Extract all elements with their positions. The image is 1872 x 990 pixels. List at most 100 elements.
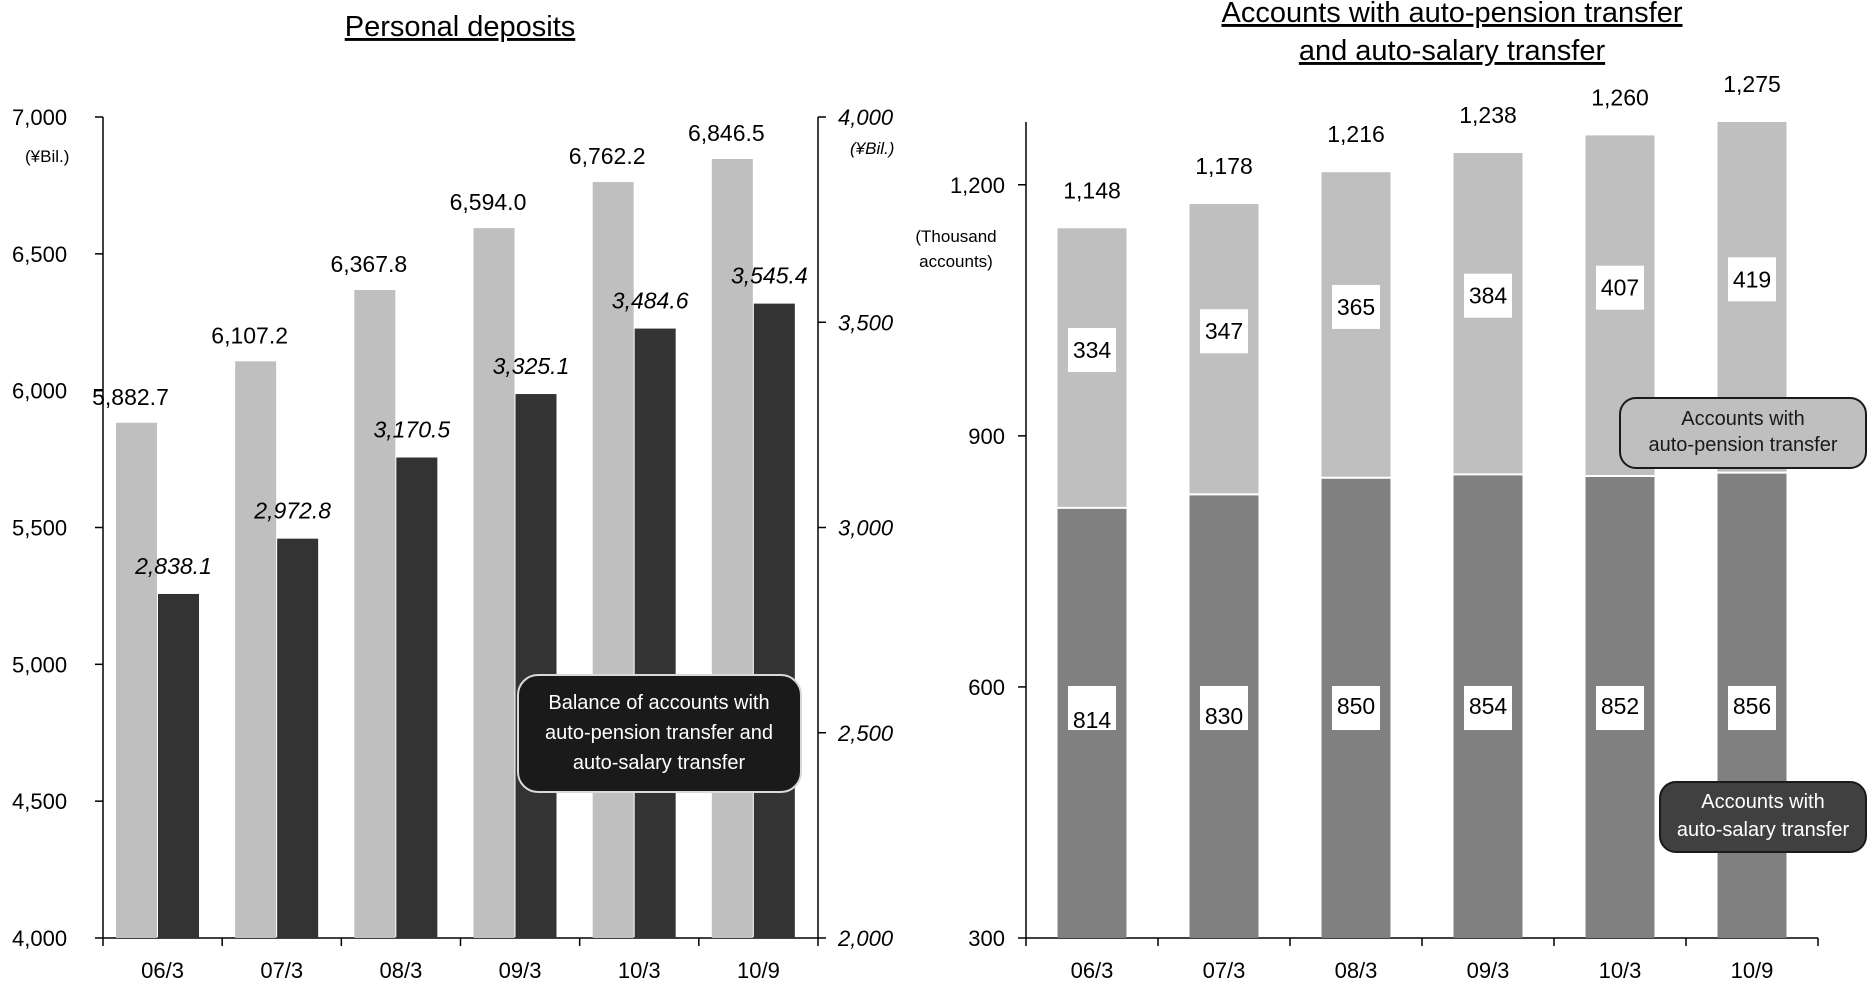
total-accounts-value-label: 1,275	[1723, 71, 1781, 97]
right-chart-y-tick-label: 1,200	[950, 173, 1005, 198]
salary-callout-text: Accounts with	[1701, 791, 1824, 813]
salary-callout-text: auto-salary transfer	[1677, 819, 1850, 841]
right-chart-x-tick-label: 07/3	[1203, 958, 1246, 983]
right-y-tick-label: 3,000	[838, 516, 894, 541]
pension-accounts-value-label: 365	[1337, 294, 1375, 320]
auto-transfer-balance-bar	[515, 394, 557, 938]
left-y-unit-label: (¥Bil.)	[25, 147, 69, 166]
auto-transfer-balance-value-label: 3,545.4	[731, 263, 808, 289]
right-chart-title: and auto-salary transfer	[1299, 35, 1606, 67]
personal-deposits-bar	[354, 290, 396, 938]
pension-label-box	[1068, 328, 1116, 373]
personal-deposits-bar	[592, 182, 634, 938]
right-chart-x-tick-label: 08/3	[1335, 958, 1378, 983]
personal-deposits-value-label: 6,846.5	[688, 120, 765, 146]
left-chart-title: Personal deposits	[345, 11, 576, 43]
personal-deposits-value-label: 5,882.7	[92, 384, 169, 410]
auto-transfer-balance-value-label: 2,838.1	[134, 553, 212, 579]
personal-deposits-value-label: 6,367.8	[330, 251, 407, 277]
salary-label-box	[1464, 686, 1512, 730]
salary-accounts-value-label: 814	[1073, 707, 1112, 733]
pension-callout-text: Accounts with	[1681, 408, 1804, 430]
left-y-tick-label: 6,000	[12, 379, 67, 404]
left-y-tick-label: 7,000	[12, 105, 67, 130]
salary-accounts-value-label: 830	[1205, 703, 1243, 729]
personal-deposits-bar	[235, 361, 277, 938]
total-accounts-value-label: 1,216	[1327, 121, 1385, 147]
personal-deposits-bar	[473, 228, 515, 939]
balance-callout-text: auto-salary transfer	[573, 752, 746, 774]
right-chart-y-tick-label: 300	[968, 926, 1005, 951]
total-accounts-value-label: 1,148	[1063, 177, 1121, 203]
right-chart-title: Accounts with auto-pension transfer	[1221, 0, 1682, 29]
left-x-tick-label: 06/3	[141, 958, 184, 983]
pension-accounts-value-label: 384	[1469, 283, 1508, 309]
right-chart-x-tick-label: 06/3	[1071, 958, 1114, 983]
salary-label-box	[1332, 686, 1380, 730]
pension-label-box	[1464, 273, 1512, 318]
left-x-tick-label: 10/3	[618, 958, 661, 983]
right-chart-y-unit-label: accounts)	[919, 252, 993, 271]
right-chart-x-tick-label: 10/3	[1599, 958, 1642, 983]
left-y-tick-label: 6,500	[12, 242, 67, 267]
left-x-tick-label: 09/3	[499, 958, 542, 983]
right-chart-x-tick-label: 09/3	[1467, 958, 1510, 983]
balance-callout-text: Balance of accounts with	[548, 692, 769, 714]
salary-accounts-value-label: 850	[1337, 693, 1375, 719]
auto-transfer-balance-value-label: 3,484.6	[612, 288, 689, 314]
auto-transfer-balance-bar	[634, 328, 676, 939]
left-y-tick-label: 5,500	[12, 516, 67, 541]
right-chart-y-tick-label: 600	[968, 675, 1005, 700]
pension-callout-text: auto-pension transfer	[1648, 434, 1837, 456]
pension-accounts-value-label: 334	[1073, 337, 1112, 363]
right-y-unit-label: (¥Bil.)	[850, 139, 894, 158]
pension-label-box	[1728, 257, 1776, 302]
auto-transfer-balance-bar	[396, 457, 438, 938]
salary-accounts-value-label: 856	[1733, 693, 1771, 719]
personal-deposits-value-label: 6,762.2	[569, 143, 646, 169]
pension-accounts-value-label: 407	[1601, 275, 1639, 301]
salary-callout-box	[1659, 781, 1867, 853]
personal-deposits-value-label: 6,107.2	[211, 322, 288, 348]
salary-label-box	[1596, 686, 1644, 730]
right-chart-y-unit-label: (Thousand	[915, 227, 996, 246]
personal-deposits-value-label: 6,594.0	[450, 189, 527, 215]
salary-label-box	[1200, 686, 1248, 730]
right-y-tick-label: 2,500	[837, 721, 894, 746]
salary-accounts-value-label: 854	[1469, 693, 1508, 719]
left-y-tick-label: 5,000	[12, 652, 67, 677]
auto-transfer-balance-bar	[158, 593, 199, 938]
right-y-tick-label: 2,000	[837, 926, 894, 951]
pension-label-box	[1332, 284, 1380, 329]
personal-deposits-bar	[711, 159, 753, 939]
right-y-tick-label: 3,500	[838, 310, 894, 335]
salary-label-box	[1068, 686, 1116, 730]
personal-deposits-bar	[116, 422, 157, 938]
pension-label-box	[1596, 265, 1644, 310]
left-x-tick-label: 07/3	[260, 958, 303, 983]
left-y-tick-label: 4,500	[12, 789, 67, 814]
auto-transfer-balance-value-label: 2,972.8	[253, 498, 331, 524]
pension-accounts-value-label: 419	[1733, 266, 1771, 292]
salary-accounts-value-label: 852	[1601, 693, 1639, 719]
right-y-tick-label: 4,000	[838, 105, 894, 130]
total-accounts-value-label: 1,178	[1195, 153, 1253, 179]
right-chart-y-tick-label: 900	[968, 424, 1005, 449]
balance-callout-box	[517, 674, 802, 793]
auto-transfer-balance-value-label: 3,325.1	[493, 353, 570, 379]
auto-transfer-balance-value-label: 3,170.5	[373, 417, 450, 443]
pension-label-box	[1200, 309, 1248, 354]
left-x-tick-label: 10/9	[737, 958, 780, 983]
salary-label-box	[1728, 686, 1776, 730]
pension-accounts-value-label: 347	[1205, 318, 1243, 344]
right-chart-x-tick-label: 10/9	[1731, 958, 1774, 983]
pension-callout-box	[1619, 397, 1867, 469]
total-accounts-value-label: 1,238	[1459, 102, 1517, 128]
auto-transfer-balance-bar	[753, 303, 795, 939]
auto-transfer-balance-bar	[277, 538, 319, 938]
balance-callout-text: auto-pension transfer and	[545, 722, 773, 744]
left-x-tick-label: 08/3	[380, 958, 423, 983]
left-y-tick-label: 4,000	[12, 926, 67, 951]
